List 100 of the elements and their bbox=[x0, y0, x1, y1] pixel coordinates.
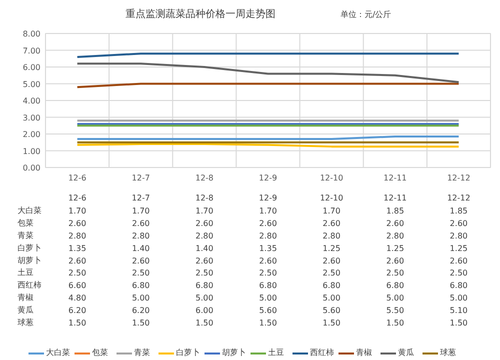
category-label: 12-10 bbox=[320, 194, 344, 202]
data-label: 1.25 bbox=[322, 244, 340, 253]
data-label: 2.50 bbox=[259, 268, 277, 278]
x-tick-label: 12-9 bbox=[258, 174, 278, 182]
y-tick-label: 6.00 bbox=[22, 63, 40, 72]
legend-label: 胡萝卜 bbox=[222, 347, 246, 358]
x-tick-label: 12-10 bbox=[320, 174, 344, 182]
data-label: 2.80 bbox=[196, 231, 214, 240]
data-label: 1.40 bbox=[196, 244, 214, 253]
data-label: 5.00 bbox=[259, 294, 277, 303]
data-label: 1.85 bbox=[386, 206, 404, 216]
text: 土豆 bbox=[18, 268, 34, 278]
data-label: 2.60 bbox=[386, 256, 404, 266]
data-label: 6.80 bbox=[322, 281, 340, 290]
y-tick-label: 7.00 bbox=[22, 46, 40, 56]
text: 青菜 bbox=[18, 230, 34, 240]
chart-title: 重点监测蔬菜品种价格一周走势图 bbox=[126, 8, 276, 20]
data-label: 2.60 bbox=[132, 256, 150, 266]
text: 2.60 bbox=[132, 218, 150, 228]
category-label: 12-8 bbox=[195, 194, 214, 202]
data-label: 6.00 bbox=[196, 306, 214, 316]
legend-label: 包菜 bbox=[92, 347, 109, 358]
text: 2.60 bbox=[259, 218, 277, 228]
data-label: 2.50 bbox=[68, 268, 86, 278]
data-label: 2.60 bbox=[68, 256, 86, 266]
data-label: 2.50 bbox=[386, 268, 404, 278]
y-tick-label: 3.00 bbox=[22, 113, 40, 122]
data-label: 1.50 bbox=[450, 318, 468, 328]
data-label: 2.80 bbox=[132, 231, 150, 240]
data-label: 5.00 bbox=[132, 294, 150, 303]
data-label: 1.50 bbox=[322, 318, 340, 328]
line-series bbox=[76, 62, 460, 84]
data-label: 5.00 bbox=[450, 294, 468, 303]
data-label: 4.80 bbox=[68, 294, 86, 303]
data-label: 1.85 bbox=[450, 206, 468, 216]
data-label: 1.70 bbox=[196, 206, 214, 216]
data-label: 1.50 bbox=[386, 318, 404, 328]
category-label: 12-12 bbox=[447, 194, 470, 202]
data-label: 2.80 bbox=[68, 231, 86, 240]
data-label: 1.70 bbox=[259, 206, 277, 216]
data-label: 5.60 bbox=[259, 306, 277, 316]
data-label: 5.00 bbox=[386, 294, 404, 303]
y-tick-label: 4.00 bbox=[22, 96, 40, 106]
data-label: 2.80 bbox=[322, 231, 340, 240]
text: 胡萝卜 bbox=[18, 256, 42, 265]
x-tick-label: 12-11 bbox=[384, 174, 407, 182]
data-label: 1.25 bbox=[386, 244, 404, 253]
category-label: 12-7 bbox=[132, 194, 150, 202]
text: 大白菜 bbox=[18, 206, 42, 215]
legend-label: 土豆 bbox=[268, 347, 285, 358]
category-label: 12-6 bbox=[68, 194, 86, 202]
text: 2.60 bbox=[322, 218, 340, 228]
x-tick-label: 12-8 bbox=[195, 174, 214, 182]
data-label: 6.20 bbox=[68, 306, 86, 316]
data-label: 1.50 bbox=[259, 318, 277, 328]
data-label: 6.80 bbox=[450, 281, 468, 290]
data-label: 5.60 bbox=[322, 306, 340, 316]
data-label: 2.80 bbox=[259, 231, 277, 240]
y-tick-label: 2.00 bbox=[22, 130, 40, 139]
data-label: 1.35 bbox=[68, 244, 86, 253]
data-label: 6.80 bbox=[196, 281, 214, 290]
text: 2.60 bbox=[68, 218, 86, 228]
legend-label: 大白菜 bbox=[46, 347, 70, 358]
text: 包菜 bbox=[18, 218, 34, 228]
x-tick-label: 12-12 bbox=[447, 174, 470, 182]
legend-label: 青椒 bbox=[356, 347, 373, 358]
data-label: 6.80 bbox=[259, 281, 277, 290]
text: 西红柿 bbox=[18, 280, 42, 290]
data-label: 2.80 bbox=[386, 231, 404, 240]
legend-label: 西红柿 bbox=[310, 347, 334, 358]
data-label: 6.80 bbox=[132, 281, 150, 290]
data-label: 2.80 bbox=[450, 231, 468, 240]
text: 白萝卜 bbox=[18, 243, 42, 252]
data-label: 5.00 bbox=[322, 294, 340, 303]
category-label: 12-9 bbox=[258, 194, 278, 202]
legend-label: 白萝卜 bbox=[176, 347, 200, 358]
data-label: 1.70 bbox=[132, 206, 150, 216]
legend-label: 球葱 bbox=[440, 347, 457, 358]
y-tick-label: 0.00 bbox=[22, 164, 40, 172]
data-label: 1.25 bbox=[450, 244, 468, 253]
data-label: 1.40 bbox=[132, 244, 150, 253]
data-label: 2.50 bbox=[322, 268, 340, 278]
text: 单位：元/公斤 bbox=[340, 10, 392, 19]
data-label: 1.50 bbox=[196, 318, 214, 328]
text: 2.60 bbox=[196, 218, 214, 228]
text: 2.60 bbox=[386, 218, 404, 228]
data-label: 2.50 bbox=[132, 268, 150, 278]
data-label: 1.70 bbox=[322, 206, 340, 216]
text: 青椒 bbox=[18, 293, 34, 302]
category-label: 12-11 bbox=[384, 194, 407, 202]
text: 2.60 bbox=[450, 218, 468, 228]
data-label: 2.60 bbox=[196, 256, 214, 266]
data-label: 1.50 bbox=[132, 318, 150, 328]
y-tick-label: 5.00 bbox=[22, 80, 40, 89]
data-label: 2.60 bbox=[259, 256, 277, 266]
data-label: 2.60 bbox=[322, 256, 340, 266]
data-label: 2.50 bbox=[196, 268, 214, 278]
x-tick-label: 12-6 bbox=[68, 174, 86, 182]
y-tick-label: 8.00 bbox=[22, 30, 40, 38]
data-label: 5.10 bbox=[450, 306, 468, 316]
